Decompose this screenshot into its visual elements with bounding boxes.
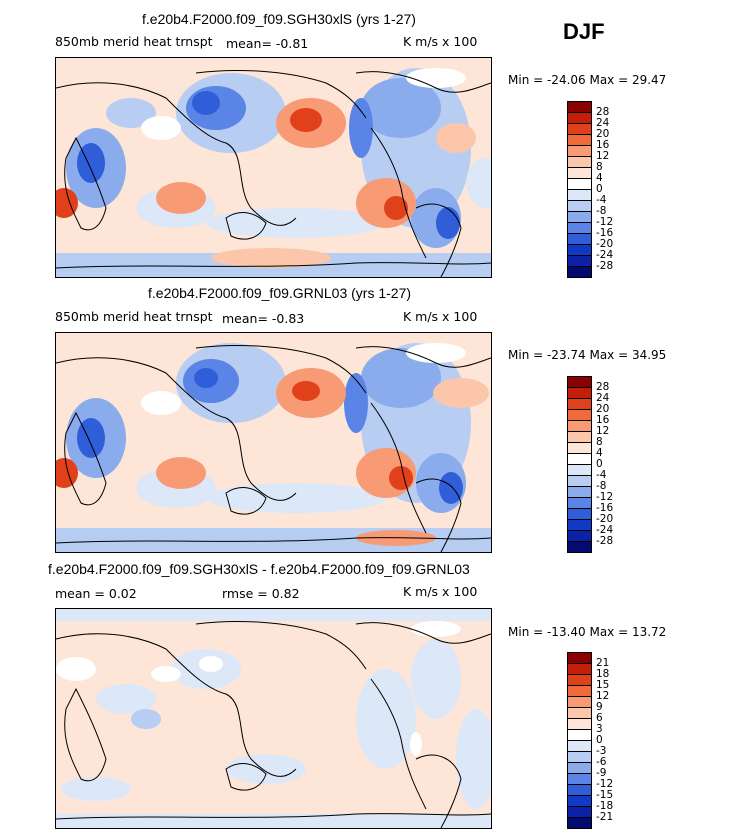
colorbar-label: -18 xyxy=(596,800,614,812)
colorbar-label: 0 xyxy=(596,734,603,746)
panel-2-contour-field xyxy=(56,333,491,552)
panel-2-title: f.e20b4.F2000.f09_f09.GRNL03 (yrs 1-27) xyxy=(148,285,412,301)
colorbar-label: -21 xyxy=(596,811,614,823)
colorbar-label: 4 xyxy=(596,447,603,459)
colorbar-label: -15 xyxy=(596,789,614,801)
colorbar-label: -20 xyxy=(596,238,614,250)
colorbar-label: -8 xyxy=(596,480,607,492)
panel-3-units: K m/s x 100 xyxy=(403,584,478,599)
colorbar-label: -9 xyxy=(596,767,607,779)
panel-1-map xyxy=(55,57,492,278)
panel-2-mean: mean= -0.83 xyxy=(222,311,305,326)
panel-3-coastlines xyxy=(56,620,491,828)
colorbar-label: 24 xyxy=(596,117,610,129)
panel-1-coastlines xyxy=(56,69,491,277)
panel-1-negative-regions xyxy=(56,68,491,277)
colorbar-label: -12 xyxy=(596,216,614,228)
colorbar-label: 9 xyxy=(596,701,603,713)
colorbar-label: -20 xyxy=(596,513,614,525)
panel-2-map xyxy=(55,332,492,553)
panel-1-units: K m/s x 100 xyxy=(403,34,478,49)
colorbar-label: 18 xyxy=(596,668,610,680)
colorbar-label: -4 xyxy=(596,469,607,481)
colorbar-label: -3 xyxy=(596,745,607,757)
panel-2-minmax: Min = -23.74 Max = 34.95 xyxy=(508,348,667,362)
colorbar-cell xyxy=(567,817,592,829)
colorbar-label: 16 xyxy=(596,414,610,426)
colorbar-label: 21 xyxy=(596,657,610,669)
colorbar-label: 8 xyxy=(596,436,603,448)
colorbar-label: -12 xyxy=(596,491,614,503)
panel-1-title: f.e20b4.F2000.f09_f09.SGH30xlS (yrs 1-27… xyxy=(142,11,416,27)
panel-1-contour-field xyxy=(56,58,491,277)
colorbar-label: 12 xyxy=(596,425,610,437)
colorbar-label: 20 xyxy=(596,128,610,140)
colorbar-label: -16 xyxy=(596,502,614,514)
panel-2-coastlines xyxy=(56,344,491,552)
colorbar-cell xyxy=(567,541,592,553)
colorbar-label: -8 xyxy=(596,205,607,217)
panel-2-units: K m/s x 100 xyxy=(403,309,478,324)
panel-2-positive-regions xyxy=(56,343,489,546)
colorbar-label: 28 xyxy=(596,381,610,393)
panel-1-variable-label: 850mb merid heat trnspt xyxy=(55,34,213,49)
colorbar-label: 15 xyxy=(596,679,610,691)
colorbar-label: -16 xyxy=(596,227,614,239)
panel-1-mean: mean= -0.81 xyxy=(226,36,309,51)
colorbar-label: 0 xyxy=(596,183,603,195)
colorbar-label: 3 xyxy=(596,723,603,735)
colorbar-label: -4 xyxy=(596,194,607,206)
panel-3-title: f.e20b4.F2000.f09_f09.SGH30xlS - f.e20b4… xyxy=(48,561,470,577)
colorbar-label: -12 xyxy=(596,778,614,790)
colorbar-label: 8 xyxy=(596,161,603,173)
colorbar-label: 4 xyxy=(596,172,603,184)
panel-3-mean: mean = 0.02 xyxy=(55,586,137,601)
colorbar-label: 16 xyxy=(596,139,610,151)
colorbar-label: -6 xyxy=(596,756,607,768)
colorbar-label: -24 xyxy=(596,249,614,261)
colorbar-label: -28 xyxy=(596,260,614,272)
colorbar-label: -24 xyxy=(596,524,614,536)
panel-3-map xyxy=(55,608,492,829)
colorbar-label: 12 xyxy=(596,690,610,702)
panel-3-minmax: Min = -13.40 Max = 13.72 xyxy=(508,625,667,639)
season-label: DJF xyxy=(563,19,605,44)
panel-3-rmse: rmse = 0.82 xyxy=(222,586,300,601)
panel-3-negative-regions xyxy=(56,609,491,828)
panel-2-variable-label: 850mb merid heat trnspt xyxy=(55,309,213,324)
colorbar-label: 24 xyxy=(596,392,610,404)
colorbar-label: 20 xyxy=(596,403,610,415)
colorbar-label: -28 xyxy=(596,535,614,547)
colorbar-cell xyxy=(567,266,592,278)
colorbar-label: 28 xyxy=(596,106,610,118)
colorbar-label: 12 xyxy=(596,150,610,162)
colorbar-label: 6 xyxy=(596,712,603,724)
colorbar-label: 0 xyxy=(596,458,603,470)
panel-1-minmax: Min = -24.06 Max = 29.47 xyxy=(508,73,667,87)
panel-3-contour-field xyxy=(56,609,491,828)
